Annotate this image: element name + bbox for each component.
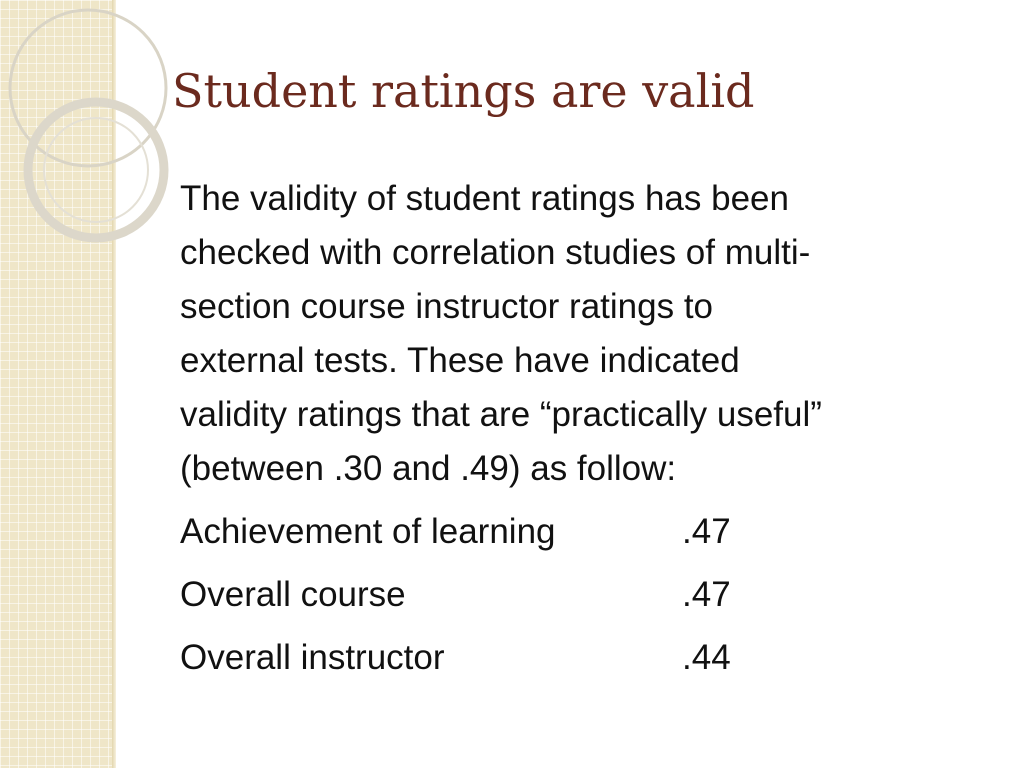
- paragraph-line: (between .30 and .49) as follow:: [180, 449, 677, 488]
- paragraph-line: validity ratings that are “practically u…: [180, 395, 822, 434]
- ring-lower-inner: [43, 117, 149, 223]
- slide-body: The validity of student ratings has been…: [180, 172, 1000, 689]
- decorative-side-band: [0, 0, 112, 768]
- rating-label: Overall course: [180, 575, 406, 614]
- rating-label: Achievement of learning: [180, 512, 556, 551]
- ring-lower: [23, 97, 169, 243]
- rating-row-course: Overall course .47: [180, 563, 1000, 626]
- side-band-edge: [112, 0, 116, 768]
- rating-value: .44: [682, 638, 731, 677]
- ring-outer-top: [8, 8, 168, 168]
- rating-label: Overall instructor: [180, 638, 445, 677]
- rating-value: .47: [682, 575, 731, 614]
- rating-row-achievement: Achievement of learning .47: [180, 500, 1000, 563]
- ratings-list: Achievement of learning .47 Overall cour…: [180, 500, 1000, 689]
- paragraph-line: checked with correlation studies of mult…: [180, 233, 811, 272]
- paragraph-line: section course instructor ratings to: [180, 287, 714, 326]
- paragraph-line: The validity of student ratings has been: [180, 179, 789, 218]
- decorative-rings: [8, 8, 169, 243]
- paragraph-line: external tests. These have indicated: [180, 341, 740, 380]
- rating-row-instructor: Overall instructor .44: [180, 626, 1000, 689]
- body-paragraph: The validity of student ratings has been…: [180, 172, 1000, 496]
- slide-title: Student ratings are valid: [172, 64, 755, 118]
- rating-value: .47: [682, 512, 731, 551]
